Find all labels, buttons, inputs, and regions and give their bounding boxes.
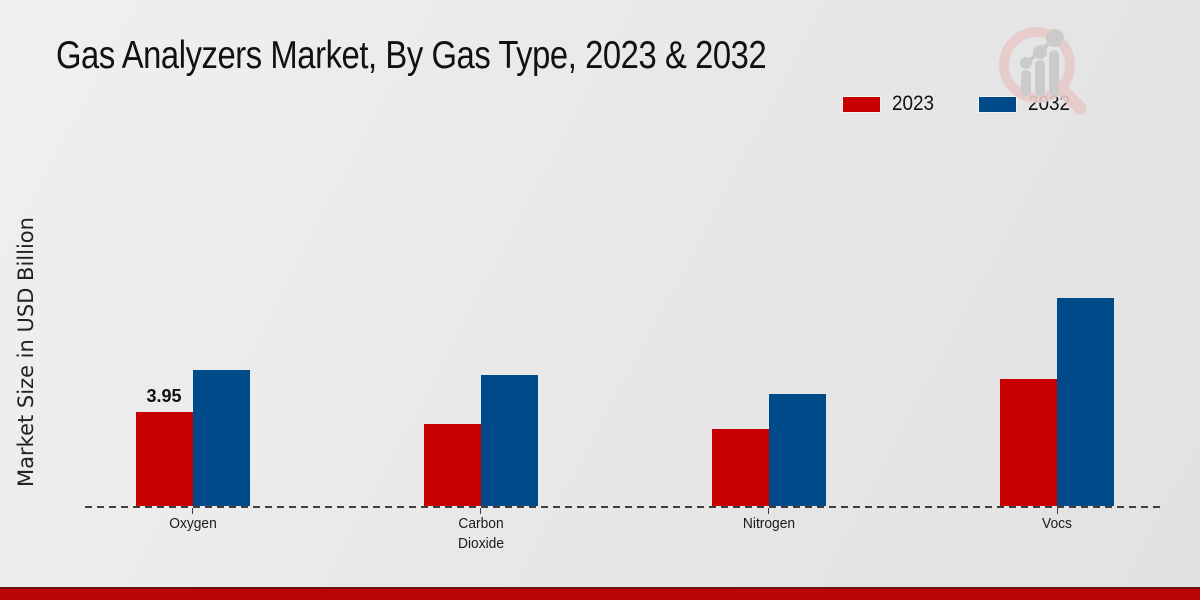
- x-axis-tick: [480, 508, 482, 514]
- legend-swatch-2023: [843, 96, 880, 112]
- bar-2032-carbon-dioxide: [480, 375, 538, 506]
- bar-2023-vocs: [1000, 379, 1058, 506]
- bar-2023-nitrogen: [711, 429, 769, 506]
- x-axis-category-label: Carbon Dioxide: [457, 515, 504, 553]
- bar-2032-vocs: [1057, 298, 1115, 506]
- x-axis-tick: [1056, 508, 1058, 514]
- chart-title: Gas Analyzers Market, By Gas Type, 2023 …: [56, 34, 767, 77]
- bar-2023-oxygen: [135, 412, 193, 506]
- bar-2032-oxygen: [192, 370, 250, 506]
- magnifier-bar-chart-watermark-logo: [985, 16, 1095, 118]
- x-axis-tick: [768, 508, 770, 514]
- magnifier-icon: [999, 27, 1087, 115]
- legend-label-2023: 2023: [892, 92, 935, 115]
- x-axis-category-label: Nitrogen: [742, 515, 795, 532]
- bar-2032-nitrogen: [768, 394, 826, 506]
- legend-item-2023: 2023: [843, 92, 939, 116]
- footer-accent-bar: [0, 587, 1200, 600]
- x-axis-category-label: Oxygen: [168, 515, 217, 532]
- x-axis-category-label: Vocs: [1042, 515, 1073, 532]
- x-axis-baseline: [85, 506, 1163, 508]
- bar-2023-carbon-dioxide: [423, 424, 481, 506]
- legend-swatch-2032: [978, 96, 1016, 112]
- bar-value-label: 3.95: [146, 385, 182, 406]
- x-axis-tick: [192, 508, 193, 514]
